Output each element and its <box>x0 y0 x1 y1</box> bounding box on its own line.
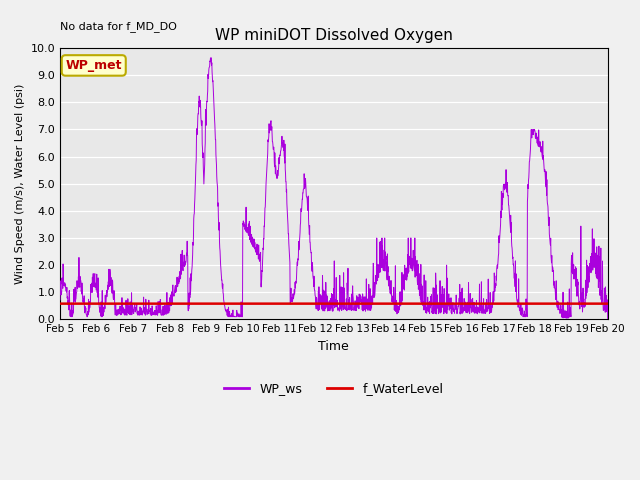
Text: WP_met: WP_met <box>65 59 122 72</box>
X-axis label: Time: Time <box>319 340 349 353</box>
Legend: WP_ws, f_WaterLevel: WP_ws, f_WaterLevel <box>220 377 448 400</box>
Title: WP miniDOT Dissolved Oxygen: WP miniDOT Dissolved Oxygen <box>215 28 453 43</box>
Y-axis label: Wind Speed (m/s), Water Level (psi): Wind Speed (m/s), Water Level (psi) <box>15 84 25 284</box>
Text: No data for f_MD_DO: No data for f_MD_DO <box>60 21 177 32</box>
